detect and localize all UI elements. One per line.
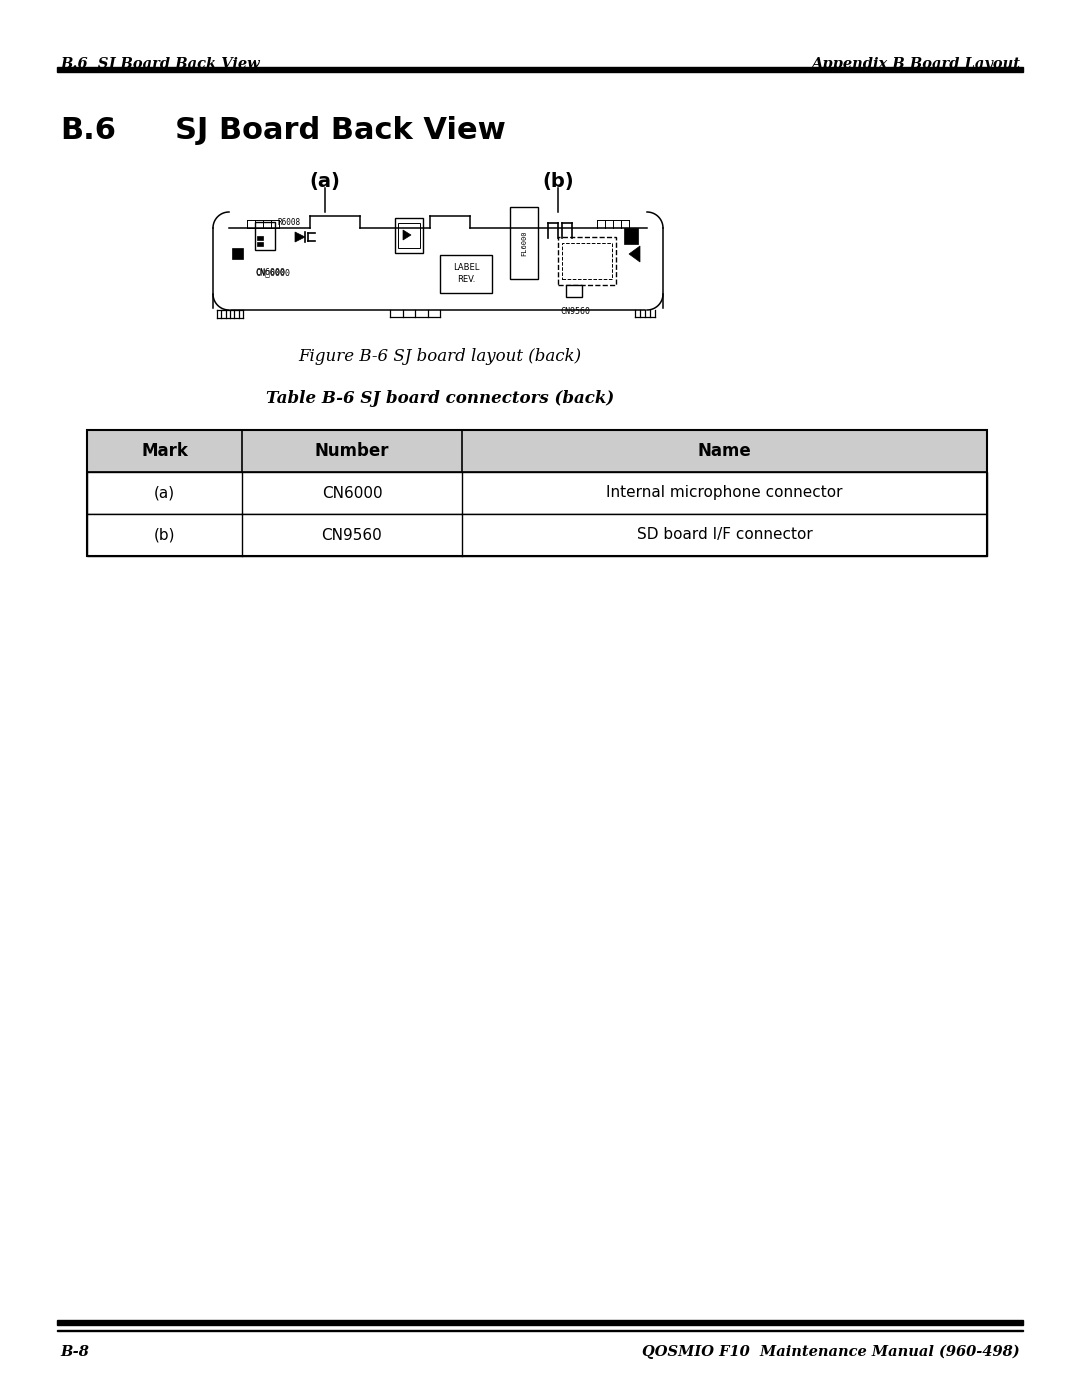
Bar: [57, 1320, 1023, 1324]
Text: Figure B-6 SJ board layout (back): Figure B-6 SJ board layout (back): [298, 348, 581, 365]
Text: REV.: REV.: [457, 274, 475, 284]
Bar: [562, 243, 612, 279]
Text: LABEL: LABEL: [453, 263, 480, 271]
Text: FL6000: FL6000: [521, 231, 527, 256]
Bar: [255, 222, 275, 250]
Text: Table B-6 SJ board connectors (back): Table B-6 SJ board connectors (back): [266, 390, 615, 407]
Bar: [232, 249, 243, 258]
Text: Appendix B Board Layout: Appendix B Board Layout: [811, 57, 1020, 71]
Text: SJ Board Back View: SJ Board Back View: [175, 116, 505, 145]
Text: (b): (b): [153, 528, 175, 542]
Bar: [558, 237, 616, 285]
Text: (a): (a): [154, 486, 175, 500]
Text: (b): (b): [542, 172, 573, 191]
Text: Mark: Mark: [141, 441, 188, 460]
Bar: [87, 430, 987, 472]
Polygon shape: [629, 246, 640, 263]
Text: CN9560: CN9560: [561, 307, 590, 316]
Bar: [566, 285, 582, 298]
Bar: [87, 514, 987, 556]
Polygon shape: [295, 232, 305, 242]
Text: CN6000: CN6000: [322, 486, 382, 500]
Bar: [624, 228, 638, 244]
Text: B.6  SJ Board Back View: B.6 SJ Board Back View: [60, 57, 260, 71]
Polygon shape: [403, 231, 411, 240]
Bar: [395, 218, 423, 253]
Bar: [87, 472, 987, 514]
Text: Number: Number: [314, 441, 389, 460]
Bar: [399, 224, 420, 249]
Text: R6008: R6008: [278, 218, 301, 226]
Text: Name: Name: [698, 441, 752, 460]
Text: B-8: B-8: [60, 1345, 89, 1359]
Text: QOSMIO F10  Maintenance Manual (960-498): QOSMIO F10 Maintenance Manual (960-498): [643, 1345, 1020, 1359]
Text: Internal microphone connector: Internal microphone connector: [606, 486, 842, 500]
Bar: [257, 236, 264, 240]
Bar: [57, 1330, 1023, 1331]
Text: B.6: B.6: [60, 116, 116, 145]
Bar: [510, 207, 538, 279]
Text: CN6000: CN6000: [255, 268, 285, 277]
Text: CN9560: CN9560: [322, 528, 382, 542]
Bar: [57, 67, 1023, 73]
Bar: [257, 242, 264, 246]
Bar: [87, 430, 987, 556]
Bar: [440, 256, 492, 293]
Text: (a): (a): [310, 172, 340, 191]
Text: SD board I/F connector: SD board I/F connector: [636, 528, 812, 542]
Text: CN 6000: CN 6000: [255, 268, 291, 277]
